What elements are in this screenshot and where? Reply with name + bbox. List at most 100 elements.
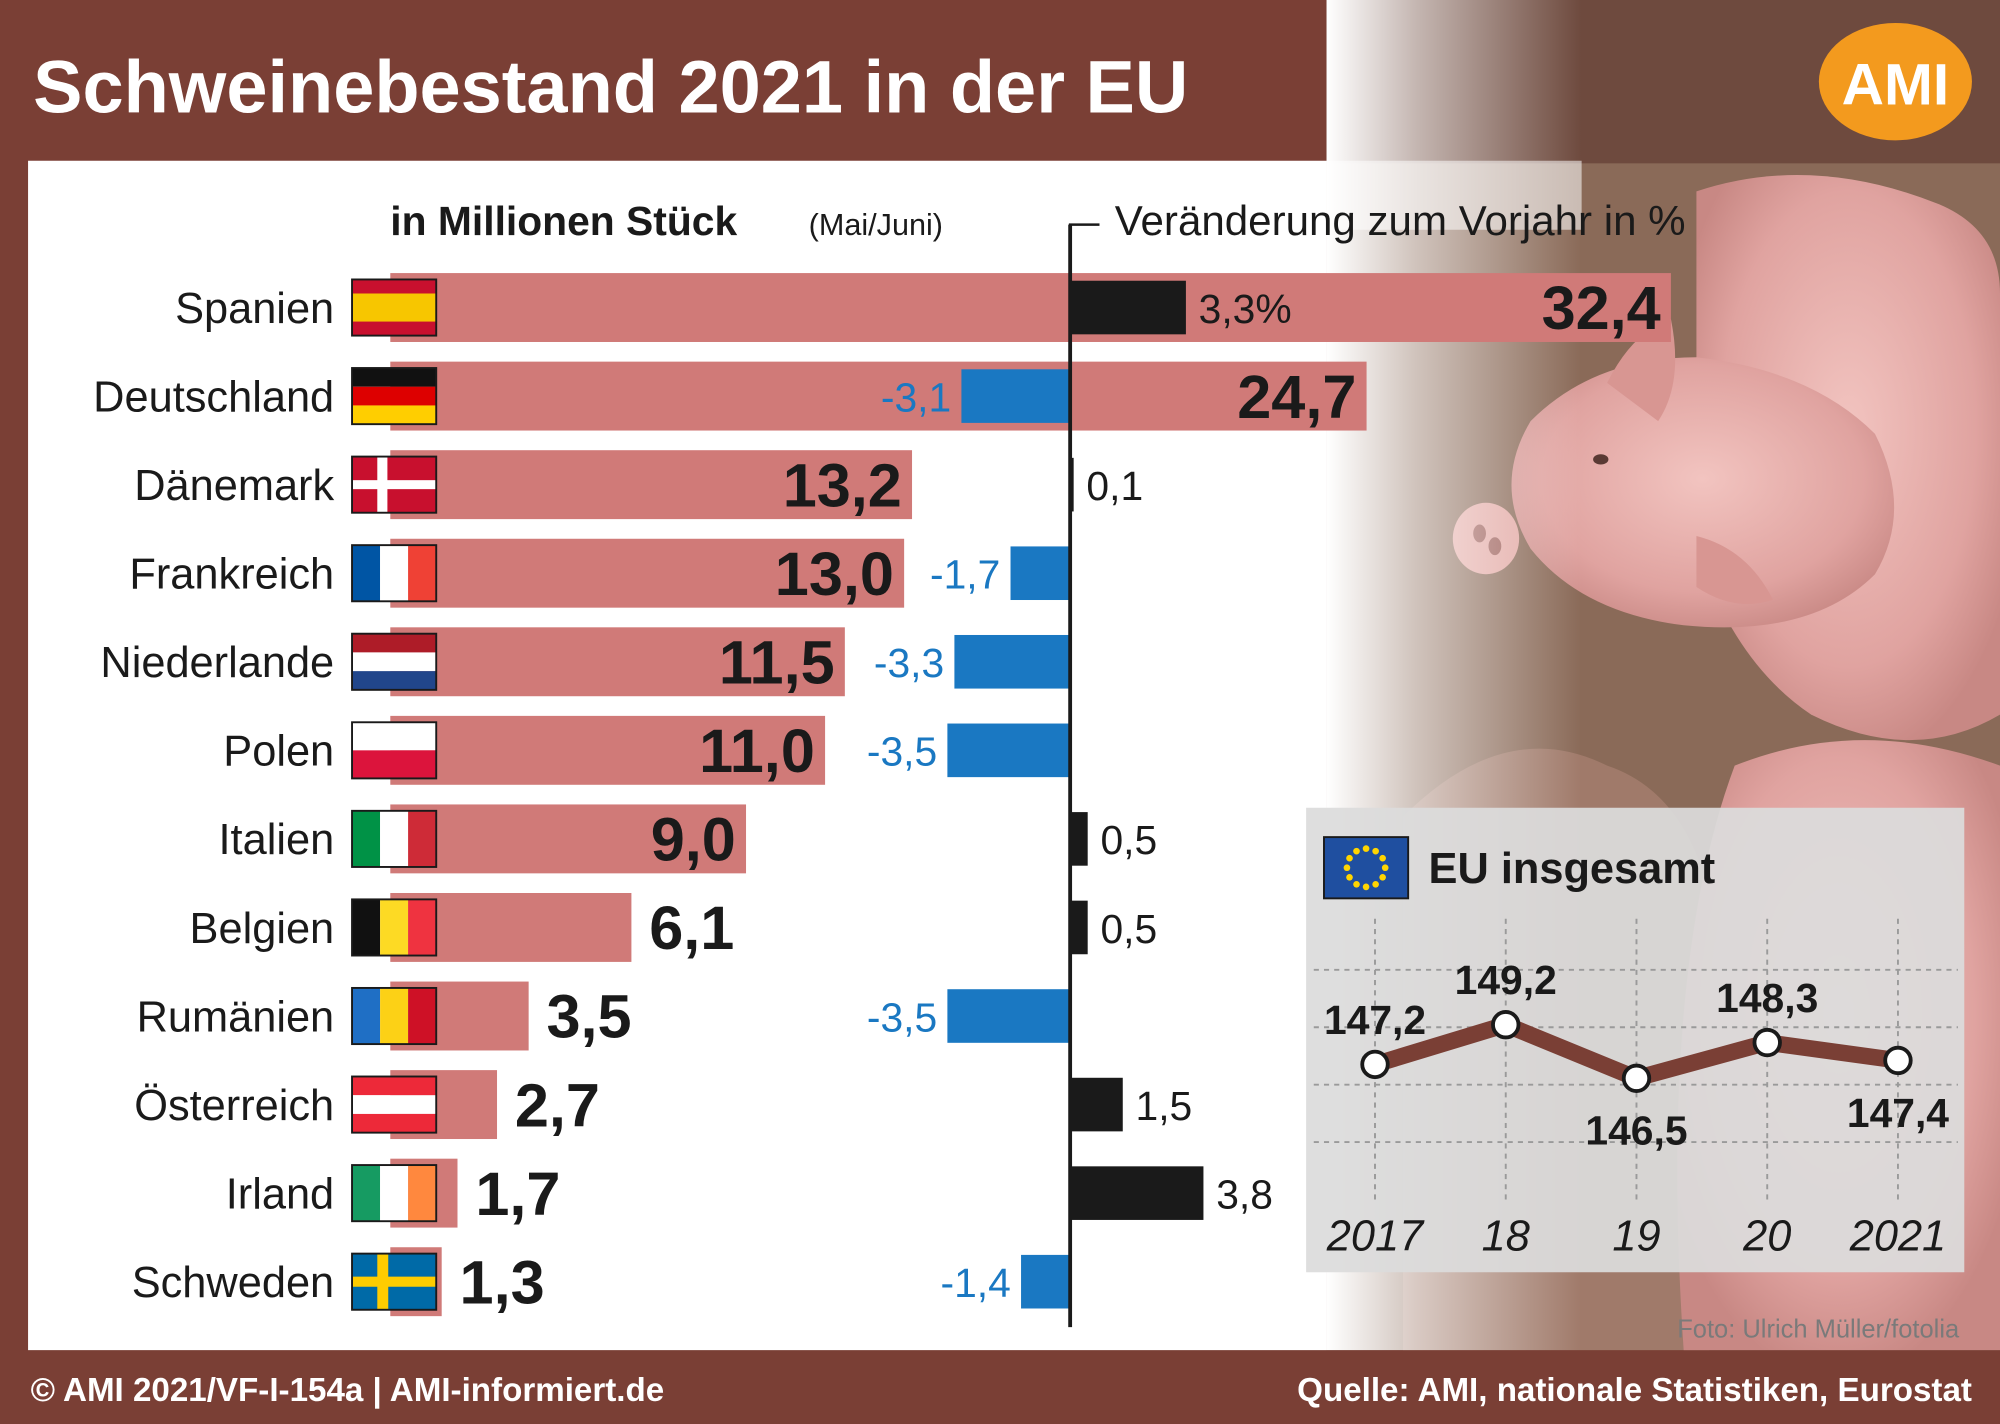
eu-value-19: 146,5 (1585, 1108, 1687, 1154)
italy-flag (351, 809, 438, 868)
bar-chart-title: in Millionen Stück (390, 198, 737, 244)
eu-year-label-19: 19 (1612, 1213, 1660, 1261)
footer-source: Quelle: AMI, nationale Statistiken, Euro… (1297, 1372, 1972, 1409)
change-value-niederlande: -3,3 (874, 640, 944, 686)
change-bar-belgien (1070, 900, 1088, 955)
svg-text:AMI: AMI (1842, 53, 1950, 118)
change-chart-title: Veränderung zum Vorjahr in % (1115, 197, 1686, 244)
country-label-italien: Italien (219, 816, 335, 864)
stock-bar-frankreich (390, 538, 905, 608)
sweden-flag (351, 1252, 438, 1311)
eu-star (1362, 845, 1370, 852)
france-flag (351, 544, 438, 603)
change-bar-frankreich (1010, 546, 1071, 601)
eu-star (1362, 883, 1370, 891)
eu-year-label-18: 18 (1482, 1213, 1530, 1261)
change-bar-schweden (1021, 1254, 1071, 1309)
poland-flag (351, 721, 438, 780)
stock-value-schweden: 1,3 (460, 1248, 545, 1316)
change-value-irland: 3,8 (1216, 1171, 1273, 1217)
country-label-belgien: Belgien (190, 905, 335, 953)
stock-bar-polen (390, 715, 826, 785)
stock-value-belgien: 6,1 (649, 894, 734, 962)
eu-value-18: 149,2 (1455, 957, 1557, 1003)
stock-value-oesterreich: 2,7 (515, 1071, 600, 1139)
eu-star (1379, 873, 1386, 881)
eu-year-label-2017: 2017 (1326, 1213, 1425, 1261)
eu-line-chart: 147,2 2017 149,2 18 146,5 19 148,3 20 147,4 2021 (1313, 918, 1958, 1261)
country-label-irland: Irland (226, 1170, 334, 1218)
eu-star (1379, 854, 1386, 862)
eu-star (1353, 880, 1360, 888)
eu-star (1381, 864, 1389, 872)
eu-point-20 (1752, 1027, 1782, 1058)
change-bar-italien (1070, 812, 1088, 866)
photo-credit: Foto: Ulrich Müller/fotolia (1677, 1315, 1960, 1343)
change-value-italien: 0,5 (1100, 817, 1157, 863)
country-label-rumaenien: Rumänien (137, 993, 335, 1041)
eu-point-18 (1491, 1010, 1521, 1040)
country-label-spanien: Spanien (175, 285, 334, 333)
change-bar-polen (947, 723, 1071, 778)
change-bar-oesterreich (1070, 1077, 1123, 1132)
change-value-rumaenien: -3,5 (867, 994, 937, 1040)
change-value-belgien: 0,5 (1100, 906, 1157, 952)
change-bar-rumaenien (947, 989, 1071, 1043)
ami-logo: AMI (1818, 22, 1972, 141)
eu-star (1343, 864, 1351, 872)
stock-value-irland: 1,7 (475, 1160, 560, 1228)
stock-bar-niederlande (390, 627, 845, 697)
stock-value-deutschland: 24,7 (1237, 363, 1356, 431)
eu-value-2021: 147,4 (1847, 1090, 1949, 1136)
ireland-flag (351, 1164, 438, 1223)
change-bar-irland (1070, 1166, 1204, 1220)
eu-year-label-2021: 2021 (1849, 1213, 1946, 1261)
romania-flag (351, 986, 438, 1046)
germany-flag (351, 367, 438, 426)
change-value-frankreich: -1,7 (930, 552, 1000, 598)
stock-value-frankreich: 13,0 (775, 540, 894, 608)
stock-bar-spanien (390, 273, 1671, 342)
country-label-frankreich: Frankreich (129, 551, 334, 599)
eu-star (1353, 847, 1360, 855)
eu-inset-title: EU insgesamt (1429, 845, 1716, 893)
country-label-niederlande: Niederlande (100, 639, 334, 687)
eu-point-2017 (1360, 1049, 1390, 1080)
eu-point-2021 (1883, 1045, 1913, 1076)
stock-value-niederlande: 11,5 (719, 628, 835, 696)
eu-year-label-20: 20 (1742, 1213, 1791, 1261)
change-bar-deutschland (961, 369, 1071, 423)
eu-value-20: 148,3 (1716, 975, 1818, 1021)
spain-flag (351, 278, 438, 337)
change-bar-spanien (1070, 280, 1186, 335)
country-label-oesterreich: Österreich (134, 1082, 334, 1130)
netherlands-flag (351, 632, 438, 691)
stock-bar-italien (390, 804, 747, 874)
eu-flag (1323, 836, 1410, 900)
eu-star (1372, 847, 1379, 855)
change-value-polen: -3,5 (867, 729, 937, 775)
eu-point-19 (1621, 1063, 1652, 1093)
change-value-daenemark: 0,1 (1086, 463, 1143, 509)
country-label-polen: Polen (223, 728, 334, 776)
stock-value-italien: 9,0 (651, 806, 736, 874)
footer-copyright: © AMI 2021/VF-I-154a | AMI-informiert.de (31, 1372, 665, 1409)
stock-bar-daenemark (390, 450, 913, 520)
change-value-oesterreich: 1,5 (1136, 1083, 1193, 1129)
country-label-deutschland: Deutschland (93, 373, 334, 421)
eu-star (1372, 880, 1379, 888)
change-bar-niederlande (954, 634, 1071, 689)
stock-value-daenemark: 13,2 (783, 451, 902, 519)
bar-chart-subtitle: (Mai/Juni) (809, 208, 943, 242)
eu-star (1346, 854, 1353, 862)
eu-inset-panel (1306, 807, 1965, 1273)
eu-value-2017: 147,2 (1324, 997, 1426, 1043)
austria-flag (351, 1075, 438, 1134)
change-value-deutschland: -3,1 (881, 374, 951, 420)
stock-bar-deutschland (390, 361, 1367, 431)
country-label-daenemark: Dänemark (134, 462, 334, 510)
stock-value-spanien: 32,4 (1542, 274, 1661, 342)
stock-value-rumaenien: 3,5 (547, 983, 632, 1051)
belgium-flag (351, 898, 438, 957)
